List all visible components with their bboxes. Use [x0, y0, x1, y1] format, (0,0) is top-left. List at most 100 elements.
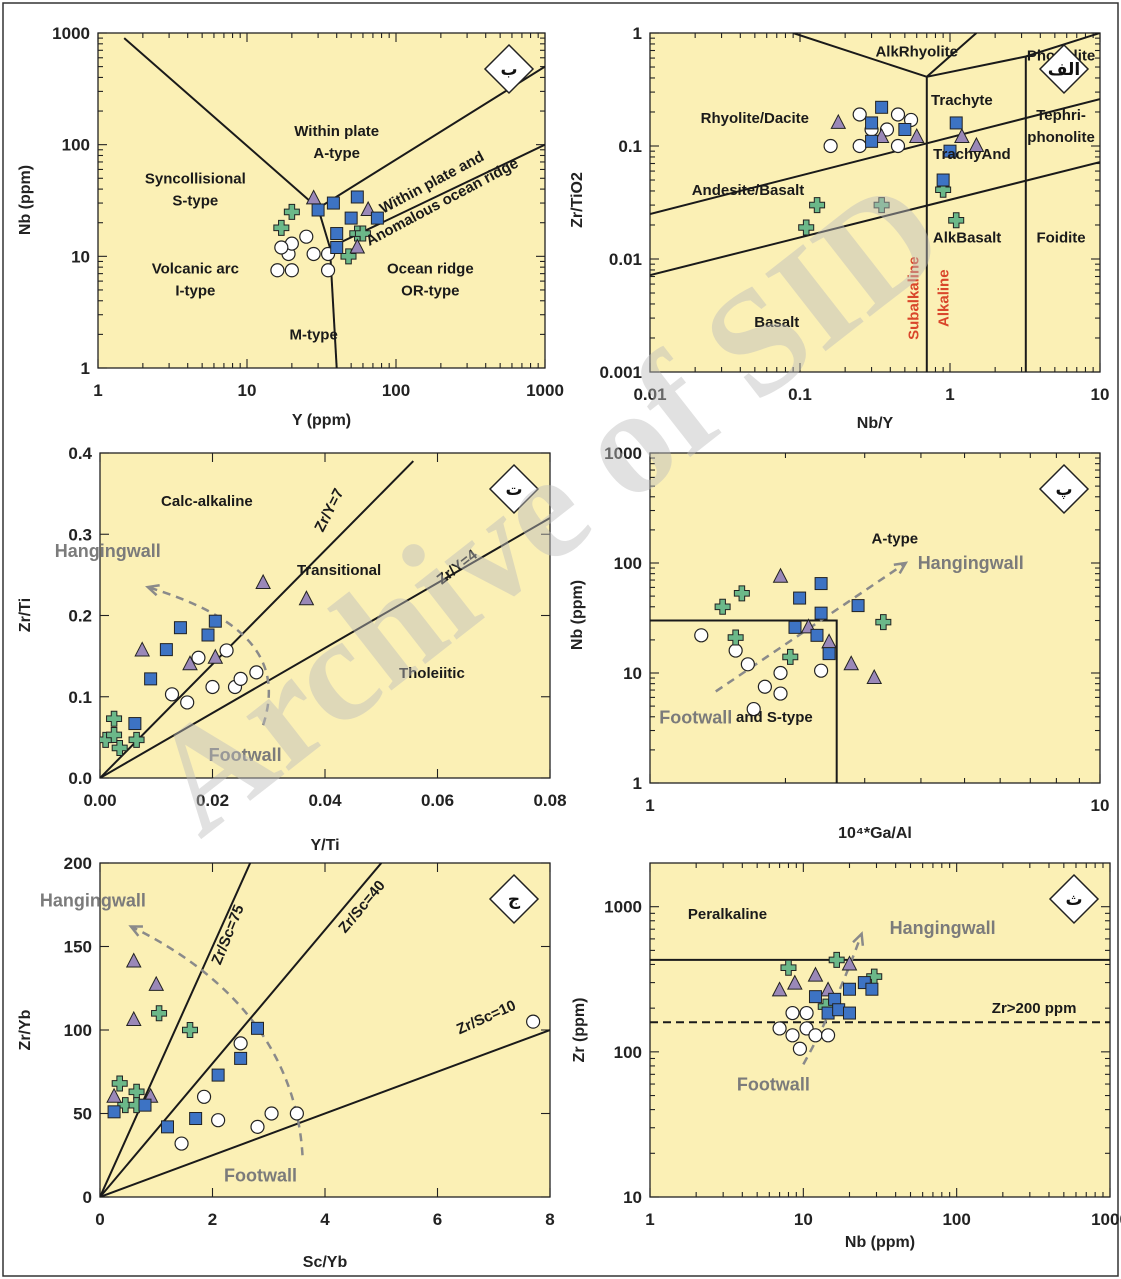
point-circle [249, 665, 264, 680]
y-tick-label: 0 [83, 1188, 92, 1207]
y-axis-label: Nb (ppm) [17, 165, 34, 235]
x-axis-label: 10⁴*Ga/Al [838, 825, 912, 842]
y-tick-label: 100 [614, 554, 642, 573]
point-circle [772, 1021, 787, 1036]
field-boundary [100, 460, 415, 778]
point-circle [890, 138, 906, 154]
field-boundary [100, 1029, 550, 1197]
field-label: Within plate A-type [294, 123, 379, 162]
field-label: Calc-alkaline [161, 493, 253, 510]
field-label: Rhyolite/Dacite [701, 110, 809, 127]
point-cross [780, 959, 797, 976]
point-square [832, 1003, 846, 1017]
y-tick-label: 100 [62, 136, 90, 155]
point-square [189, 1112, 203, 1126]
point-square [814, 577, 828, 591]
field-label: Transitional [297, 562, 381, 579]
point-square [138, 1098, 152, 1112]
point-square [234, 1051, 248, 1065]
point-circle [746, 701, 761, 717]
x-tick-label: 1 [645, 796, 654, 815]
footwall-label: Footwall [737, 1074, 810, 1094]
point-circle [299, 229, 314, 244]
x-axis-label: Y (ppm) [292, 412, 351, 429]
point-triangle [866, 668, 883, 685]
badge-diamond [1038, 463, 1090, 515]
field-label-line: Peralkaline [688, 906, 767, 923]
y-tick-label: 100 [614, 1043, 642, 1062]
point-triangle [830, 113, 847, 129]
point-triangle [125, 1010, 142, 1026]
point-square [898, 122, 912, 136]
x-tick-label: 1000 [526, 381, 564, 400]
field-label: Syncollisional S-type [145, 170, 246, 209]
y-tick-label: 10 [71, 247, 90, 266]
point-cross [106, 710, 123, 727]
point-cross [354, 225, 371, 242]
y-axis-label: Nb (ppm) [569, 580, 586, 650]
arrow-head [852, 931, 865, 946]
field-label-line: Transitional [297, 562, 381, 579]
footwall-label: Footwall [209, 745, 282, 765]
point-cross [128, 731, 145, 748]
y-tick-label: 0.2 [68, 607, 92, 626]
y-tick-label: 0.01 [609, 250, 642, 269]
x-tick-label: 0.01 [633, 385, 666, 404]
x-tick-label: 10 [1091, 796, 1110, 815]
plot-content [100, 460, 550, 778]
point-circle [233, 671, 248, 686]
badge-diamond [1038, 43, 1090, 95]
point-square [326, 196, 340, 210]
point-cross [809, 197, 826, 214]
x-tick-label: 0 [95, 1210, 104, 1229]
point-square [936, 173, 950, 187]
field-label-line: Calc-alkaline [161, 493, 253, 510]
field-label: Tephri-phonolite [1027, 107, 1095, 146]
x-tick-label: 2 [208, 1210, 217, 1229]
field-label-line: A-type [313, 145, 360, 162]
field-label-line: Volcanic arc [152, 261, 239, 278]
panel-badge: الف [1038, 43, 1090, 95]
y-tick-label: 10 [623, 1188, 642, 1207]
point-circle [164, 687, 180, 702]
point-circle [205, 679, 220, 695]
point-circle [728, 643, 743, 658]
point-circle [813, 663, 829, 678]
field-label: M-type [289, 326, 337, 343]
x-tick-label: 1000 [1091, 1210, 1121, 1229]
point-circle [233, 1036, 248, 1051]
plot-area [649, 452, 1101, 784]
field-label-line: OR-type [401, 283, 459, 300]
point-square [251, 1021, 264, 1035]
plot-content [123, 37, 545, 368]
point-cross [151, 1005, 168, 1022]
badge-diamond [488, 873, 540, 925]
field-label-line: M-type [289, 326, 337, 343]
point-cross [948, 212, 965, 229]
hangingwall-label: Hangingwall [890, 918, 996, 938]
point-circle [526, 1014, 541, 1029]
y-tick-label: 200 [64, 854, 92, 873]
y-tick-label: 1 [633, 24, 642, 43]
plot-content [650, 561, 909, 783]
panel-badge: ج [488, 873, 540, 925]
hangingwall-label: Hangingwall [918, 553, 1024, 573]
trend-arrow [147, 585, 271, 726]
field-label-line: AlkBasalt [933, 229, 1001, 246]
field-label-line: Rhyolite/Dacite [701, 110, 809, 127]
point-triangle [873, 127, 890, 144]
panel-badge: ب [483, 43, 535, 95]
point-circle [264, 1106, 279, 1121]
point-square [842, 1006, 856, 1020]
point-circle [808, 1028, 823, 1043]
point-cross [733, 585, 750, 602]
x-tick-label: 0.04 [308, 791, 342, 810]
point-circle [320, 263, 336, 278]
panel-badge: ث [1048, 873, 1100, 925]
y-tick-label: 100 [64, 1021, 92, 1040]
field-label: I and S-type [728, 709, 813, 726]
field-label-line: AlkRhyolite [875, 43, 958, 60]
y-tick-label: 0.1 [618, 137, 642, 156]
x-tick-label: 10 [1091, 385, 1110, 404]
